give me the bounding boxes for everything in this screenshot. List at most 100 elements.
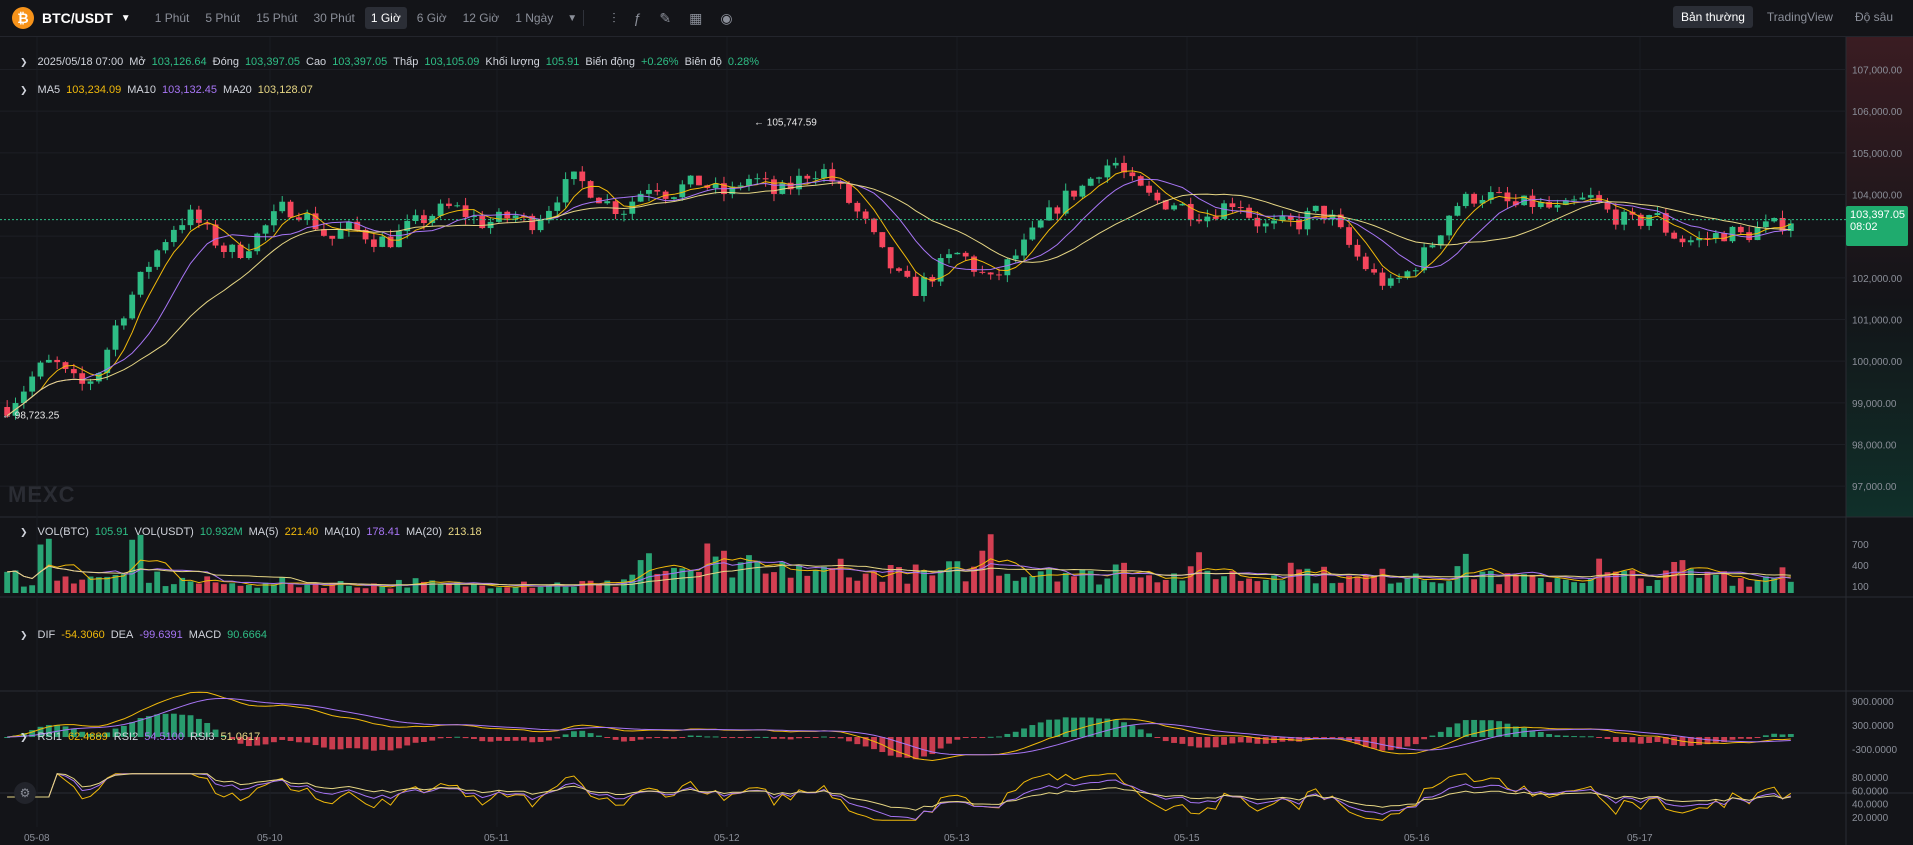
vol-usdt-label: VOL(USDT) [134,526,194,538]
volume-bar [787,577,794,593]
candle-body [1312,205,1319,212]
volume-bar [1612,571,1619,593]
macd-histogram-bar [187,715,194,737]
volume-bar [821,566,827,593]
date-tick-label: 05-15 [1174,833,1200,844]
volume-bar [1004,573,1011,593]
candle-body [771,179,777,194]
macd-histogram-bar [1312,737,1319,738]
indicators-icon[interactable]: ⫶ [612,9,616,26]
macd-histogram-bar [395,737,402,749]
volume-bar [29,585,36,593]
macd-histogram-bar [479,737,486,742]
candle-body [395,231,402,248]
macd-histogram-bar [1546,734,1553,737]
vol-ma20-line [7,564,1791,586]
macd-histogram-bar [854,737,861,745]
volume-bar [1746,586,1753,593]
candle-body [646,189,652,194]
volume-bar [245,585,252,593]
volume-bar [1012,580,1019,593]
macd-histogram-bar [471,737,477,739]
interval-2[interactable]: 15 Phút [256,11,298,25]
macd-histogram-bar [20,733,27,737]
candle-body [129,294,136,319]
volume-bar [1546,582,1553,593]
view-option-0[interactable]: Bản thường [1672,6,1753,28]
macd-histogram-bar [954,737,961,740]
last-price-value: 103,397.05 [1850,209,1906,221]
candle-body [1671,232,1678,239]
volume-bar [762,573,769,593]
chevron-down-icon[interactable]: ❯ [20,56,28,67]
candle-body [1496,192,1503,194]
macd-histogram-bar [562,734,569,737]
pair-symbol[interactable]: BTC/USDT [42,10,113,26]
macd-legend: ❯ DIF -54.3060 DEA -99.6391 MACD 90.6664 [20,629,267,641]
volume-bar [554,582,561,593]
chevron-down-icon[interactable]: ❯ [20,84,28,95]
chevron-down-icon[interactable]: ❯ [20,629,28,640]
pencil-icon[interactable]: ✎ [659,9,672,26]
volume-bar [462,586,469,593]
date-tick-label: 05-16 [1404,833,1430,844]
interval-4[interactable]: 1 Giờ [364,7,407,29]
candle-body [554,202,561,211]
formula-icon[interactable]: ƒ [633,9,642,26]
candle-body [87,381,94,384]
macd-histogram-bar [1729,737,1736,740]
candle-body [1296,219,1302,230]
volume-bar [1404,578,1411,593]
macd-histogram-bar [79,731,86,737]
macd-histogram-bar [454,736,461,738]
candle-body [1421,247,1428,271]
candle-body [621,213,627,215]
interval-dropdown-icon[interactable]: ▼ [567,12,578,24]
macd-histogram-bar [195,718,202,737]
macd-histogram-bar [1579,736,1586,738]
volume-tick-label: 700 [1852,540,1869,551]
volume-bar [696,571,702,593]
dea-value: -99.6391 [139,629,183,641]
volume-bar [370,583,377,593]
volume-bar [546,585,552,593]
volume-bar [579,581,586,593]
volume-bar [804,575,811,593]
date-tick-label: 05-11 [484,833,509,844]
interval-1[interactable]: 5 Phút [205,11,241,25]
volume-bar [1429,582,1436,593]
volume-bar [1162,579,1169,593]
volume-bar [254,587,261,593]
layout-icon[interactable]: ▦ [689,9,703,26]
candle-body [1362,256,1369,270]
chevron-down-icon[interactable]: ▼ [120,12,131,24]
volume-bar [704,543,711,593]
volume-bar [1021,577,1027,593]
chevron-down-icon[interactable]: ❯ [20,731,28,742]
macd-histogram-bar [529,737,536,743]
macd-histogram-bar [596,735,602,737]
macd-histogram-bar [254,737,261,746]
rsi3-label: RSI3 [190,731,215,743]
candle-body [546,210,552,221]
macd-histogram-bar [729,737,736,739]
view-option-1[interactable]: TradingView [1766,10,1833,24]
interval-5[interactable]: 6 Giờ [416,11,447,25]
macd-histogram-bar [1121,722,1127,737]
drawing-toggle-icon[interactable]: ⚙ [14,782,36,804]
volume-bar [1696,577,1703,593]
candlestick-chart[interactable]: 107,000.00 106,000.00 105,000.00 104,000.00… [0,37,1913,845]
interval-3[interactable]: 30 Phút [313,11,355,25]
macd-histogram-bar [354,737,361,749]
candle-body [1396,277,1403,279]
chevron-down-icon[interactable]: ❯ [20,526,28,537]
view-option-2[interactable]: Độ sâu [1854,10,1893,24]
volume-bar [1737,578,1744,593]
candle-body [220,245,227,253]
macd-histogram-bar [737,737,744,739]
interval-6[interactable]: 12 Giờ [462,11,500,25]
interval-0[interactable]: 1 Phút [154,11,190,25]
interval-7[interactable]: 1 Ngày [515,11,554,25]
camera-icon[interactable]: ◉ [720,9,733,26]
macd-histogram-bar [1487,720,1494,737]
